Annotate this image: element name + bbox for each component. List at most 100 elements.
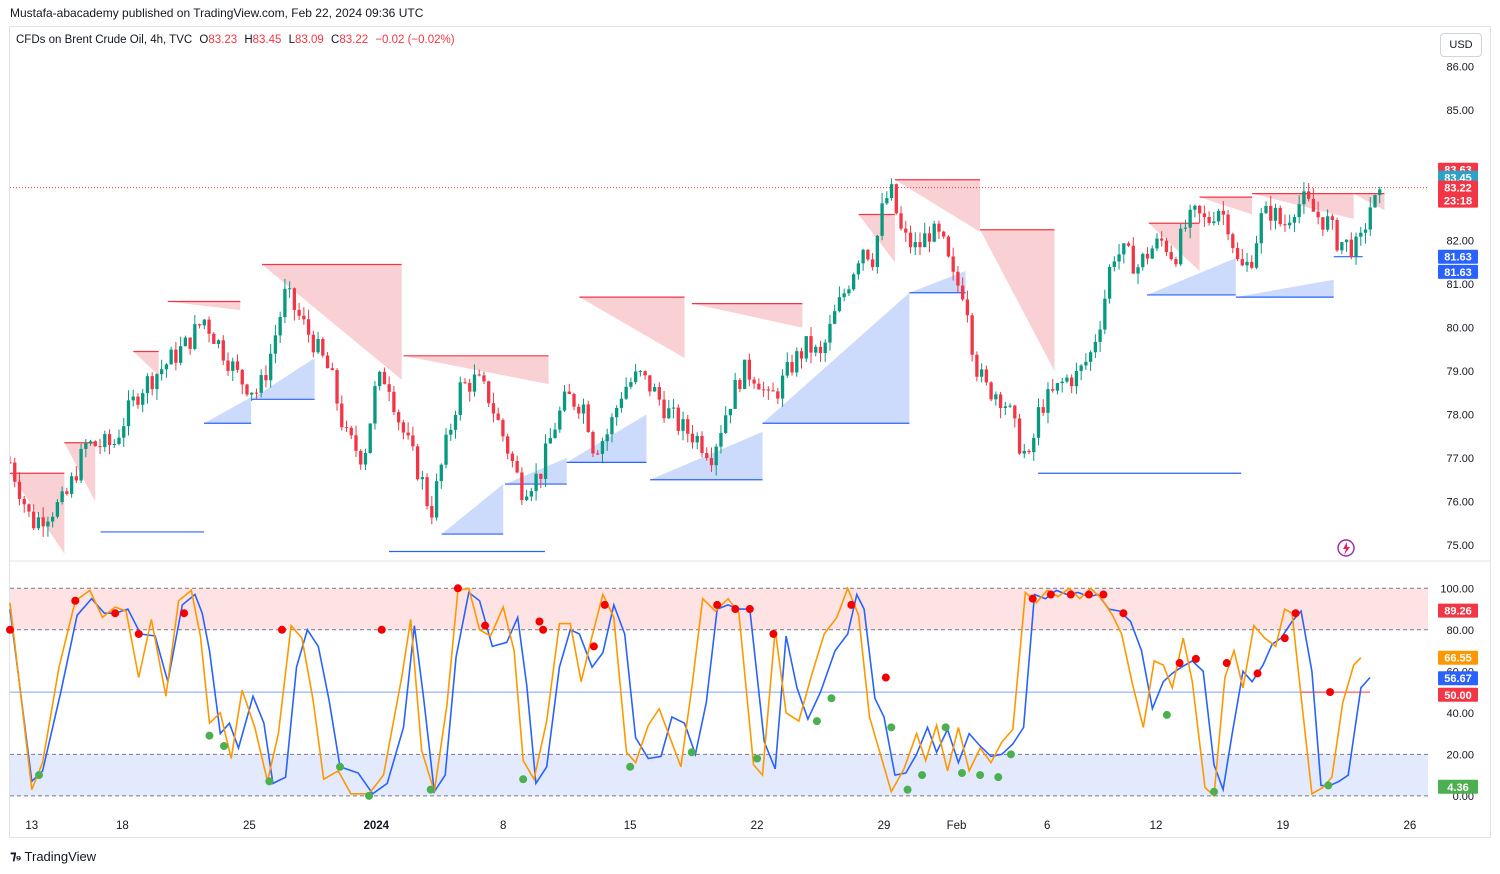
price-label: 81.63 (1444, 252, 1472, 264)
candle-body (259, 375, 263, 393)
sell-signal-dot (1028, 594, 1037, 603)
price-tick-label: 85.00 (1446, 105, 1474, 117)
candle-body (254, 392, 259, 394)
candle-body (624, 386, 628, 399)
sell-signal-dot (180, 609, 189, 618)
candle-body (330, 368, 334, 371)
candle-body (700, 436, 704, 454)
candle-body (1041, 407, 1045, 413)
candle-body (676, 407, 680, 431)
candle-body (468, 382, 472, 392)
candle-body (359, 450, 363, 465)
price-tick-label: 80.00 (1446, 323, 1474, 335)
candle-body (335, 370, 339, 404)
sell-signal-dot (1046, 590, 1055, 599)
close-value: 83.22 (339, 34, 369, 46)
symbol-legend[interactable]: CFDs on Brent Crude Oil, 4h, TVC O83.23 … (16, 34, 455, 46)
candle-body (1302, 191, 1306, 205)
candle-body (1344, 239, 1349, 243)
price-tick-label: 81.00 (1446, 279, 1474, 291)
sell-signal-dot (481, 621, 490, 630)
candle-body (899, 213, 903, 229)
sell-signal-dot (1291, 609, 1300, 618)
candle-body (1136, 267, 1140, 274)
candle-body (567, 391, 571, 395)
candle-body (487, 381, 491, 404)
candle-body (1292, 217, 1297, 223)
candle-body (340, 403, 344, 428)
candle-body (463, 382, 467, 384)
candle-body (771, 390, 775, 392)
candle-body (444, 434, 448, 465)
candle-body (449, 429, 453, 435)
oscillator-axis[interactable]: 100.0080.0060.0040.0020.000.0089.2666.55… (1438, 583, 1478, 803)
resistance-zone (167, 301, 241, 311)
candle-body (785, 362, 789, 376)
candle-body (619, 398, 624, 408)
sell-signal-dot (6, 625, 14, 634)
sell-signal-dot (847, 600, 856, 609)
buy-signal-dot (1210, 787, 1219, 796)
candle-body (1193, 205, 1197, 210)
candle-body (1359, 232, 1363, 237)
sell-signal-dot (1099, 590, 1108, 599)
price-tick-label: 79.00 (1446, 366, 1474, 378)
candle-body (719, 432, 723, 447)
resistance-zone (262, 264, 402, 380)
candle-body (1264, 205, 1268, 214)
price-label: 23:18 (1444, 196, 1472, 208)
candle-body (946, 236, 951, 257)
time-tick-label: 12 (1150, 820, 1163, 832)
candle-body (1363, 229, 1368, 233)
sell-signal-dot (111, 609, 120, 618)
candle-body (22, 498, 26, 505)
currency-button[interactable]: USD (1440, 33, 1482, 57)
candle-body (1070, 377, 1074, 387)
candle-body (553, 429, 557, 439)
support-zone (1235, 279, 1334, 298)
candle-body (1155, 238, 1159, 249)
candle-body (245, 384, 249, 395)
candle-body (1093, 341, 1098, 353)
price-axis[interactable]: 86.00 85.00 82.00 81.00 80.00 79.00 78.00 77.00… (1438, 62, 1478, 552)
candle-body (505, 436, 510, 454)
oscillator-pane[interactable] (6, 584, 1428, 800)
candle-body (1112, 261, 1116, 267)
footer-brand[interactable]: ⁊₉ TradingView (10, 848, 96, 864)
candle-body (1273, 207, 1278, 221)
price-label: 83.22 (1444, 183, 1472, 195)
candle-body (766, 389, 770, 391)
candle-body (27, 504, 31, 512)
candle-body (1183, 227, 1188, 229)
candle-body (989, 382, 993, 400)
candle-body (1373, 195, 1377, 208)
candle-body (136, 396, 140, 405)
candle-body (1027, 450, 1031, 453)
candle-body (491, 403, 496, 414)
sell-signal-dot (1066, 590, 1075, 599)
candle-body (1055, 383, 1060, 391)
candle-body (1122, 243, 1126, 255)
support-zone (909, 271, 966, 293)
candle-body (733, 380, 737, 409)
sell-signal-dot (277, 625, 286, 634)
candle-body (1245, 261, 1249, 266)
time-tick-label: 26 (1403, 820, 1416, 832)
candle-body (1179, 228, 1183, 265)
candle-body (1321, 217, 1325, 230)
candle-body (354, 435, 358, 451)
candle-body (164, 364, 169, 370)
candle-body (605, 434, 609, 442)
candle-body (828, 323, 832, 343)
candle-body (1202, 213, 1207, 217)
candle-body (1169, 252, 1173, 260)
candle-body (363, 453, 368, 465)
candle-body (117, 437, 121, 444)
resistance-zone (403, 355, 549, 385)
candle-body (396, 412, 401, 423)
candle-body (41, 517, 45, 527)
candle-body (851, 274, 856, 290)
price-pane[interactable] (8, 178, 1428, 557)
time-axis[interactable]: 13 18 25 2024 8 15 22 29 Feb 6 12 19 26 (25, 820, 1416, 832)
